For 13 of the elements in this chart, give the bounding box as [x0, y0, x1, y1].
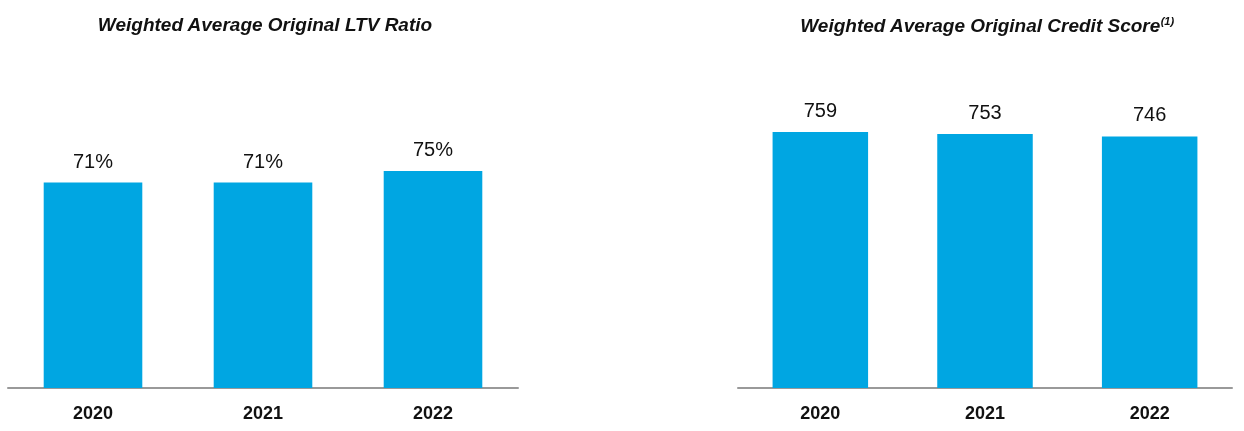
data-label: 75%	[412, 138, 454, 160]
x-tick-label: 2020	[72, 403, 114, 423]
data-label: 759	[803, 99, 838, 121]
x-tick-label: 2022	[1129, 403, 1170, 423]
x-tick-label: 2020	[800, 403, 841, 423]
data-label: 753	[968, 101, 1002, 124]
x-tick-label: 2021	[242, 403, 284, 423]
x-tick-label: 2022	[412, 403, 454, 423]
x-tick-label: 2021	[964, 403, 1006, 423]
data-label: 71%	[242, 149, 284, 172]
chart-title: Weighted Average Original LTV Ratio	[97, 14, 433, 35]
data-label: 71%	[72, 149, 114, 172]
data-label: 746	[1132, 103, 1167, 126]
